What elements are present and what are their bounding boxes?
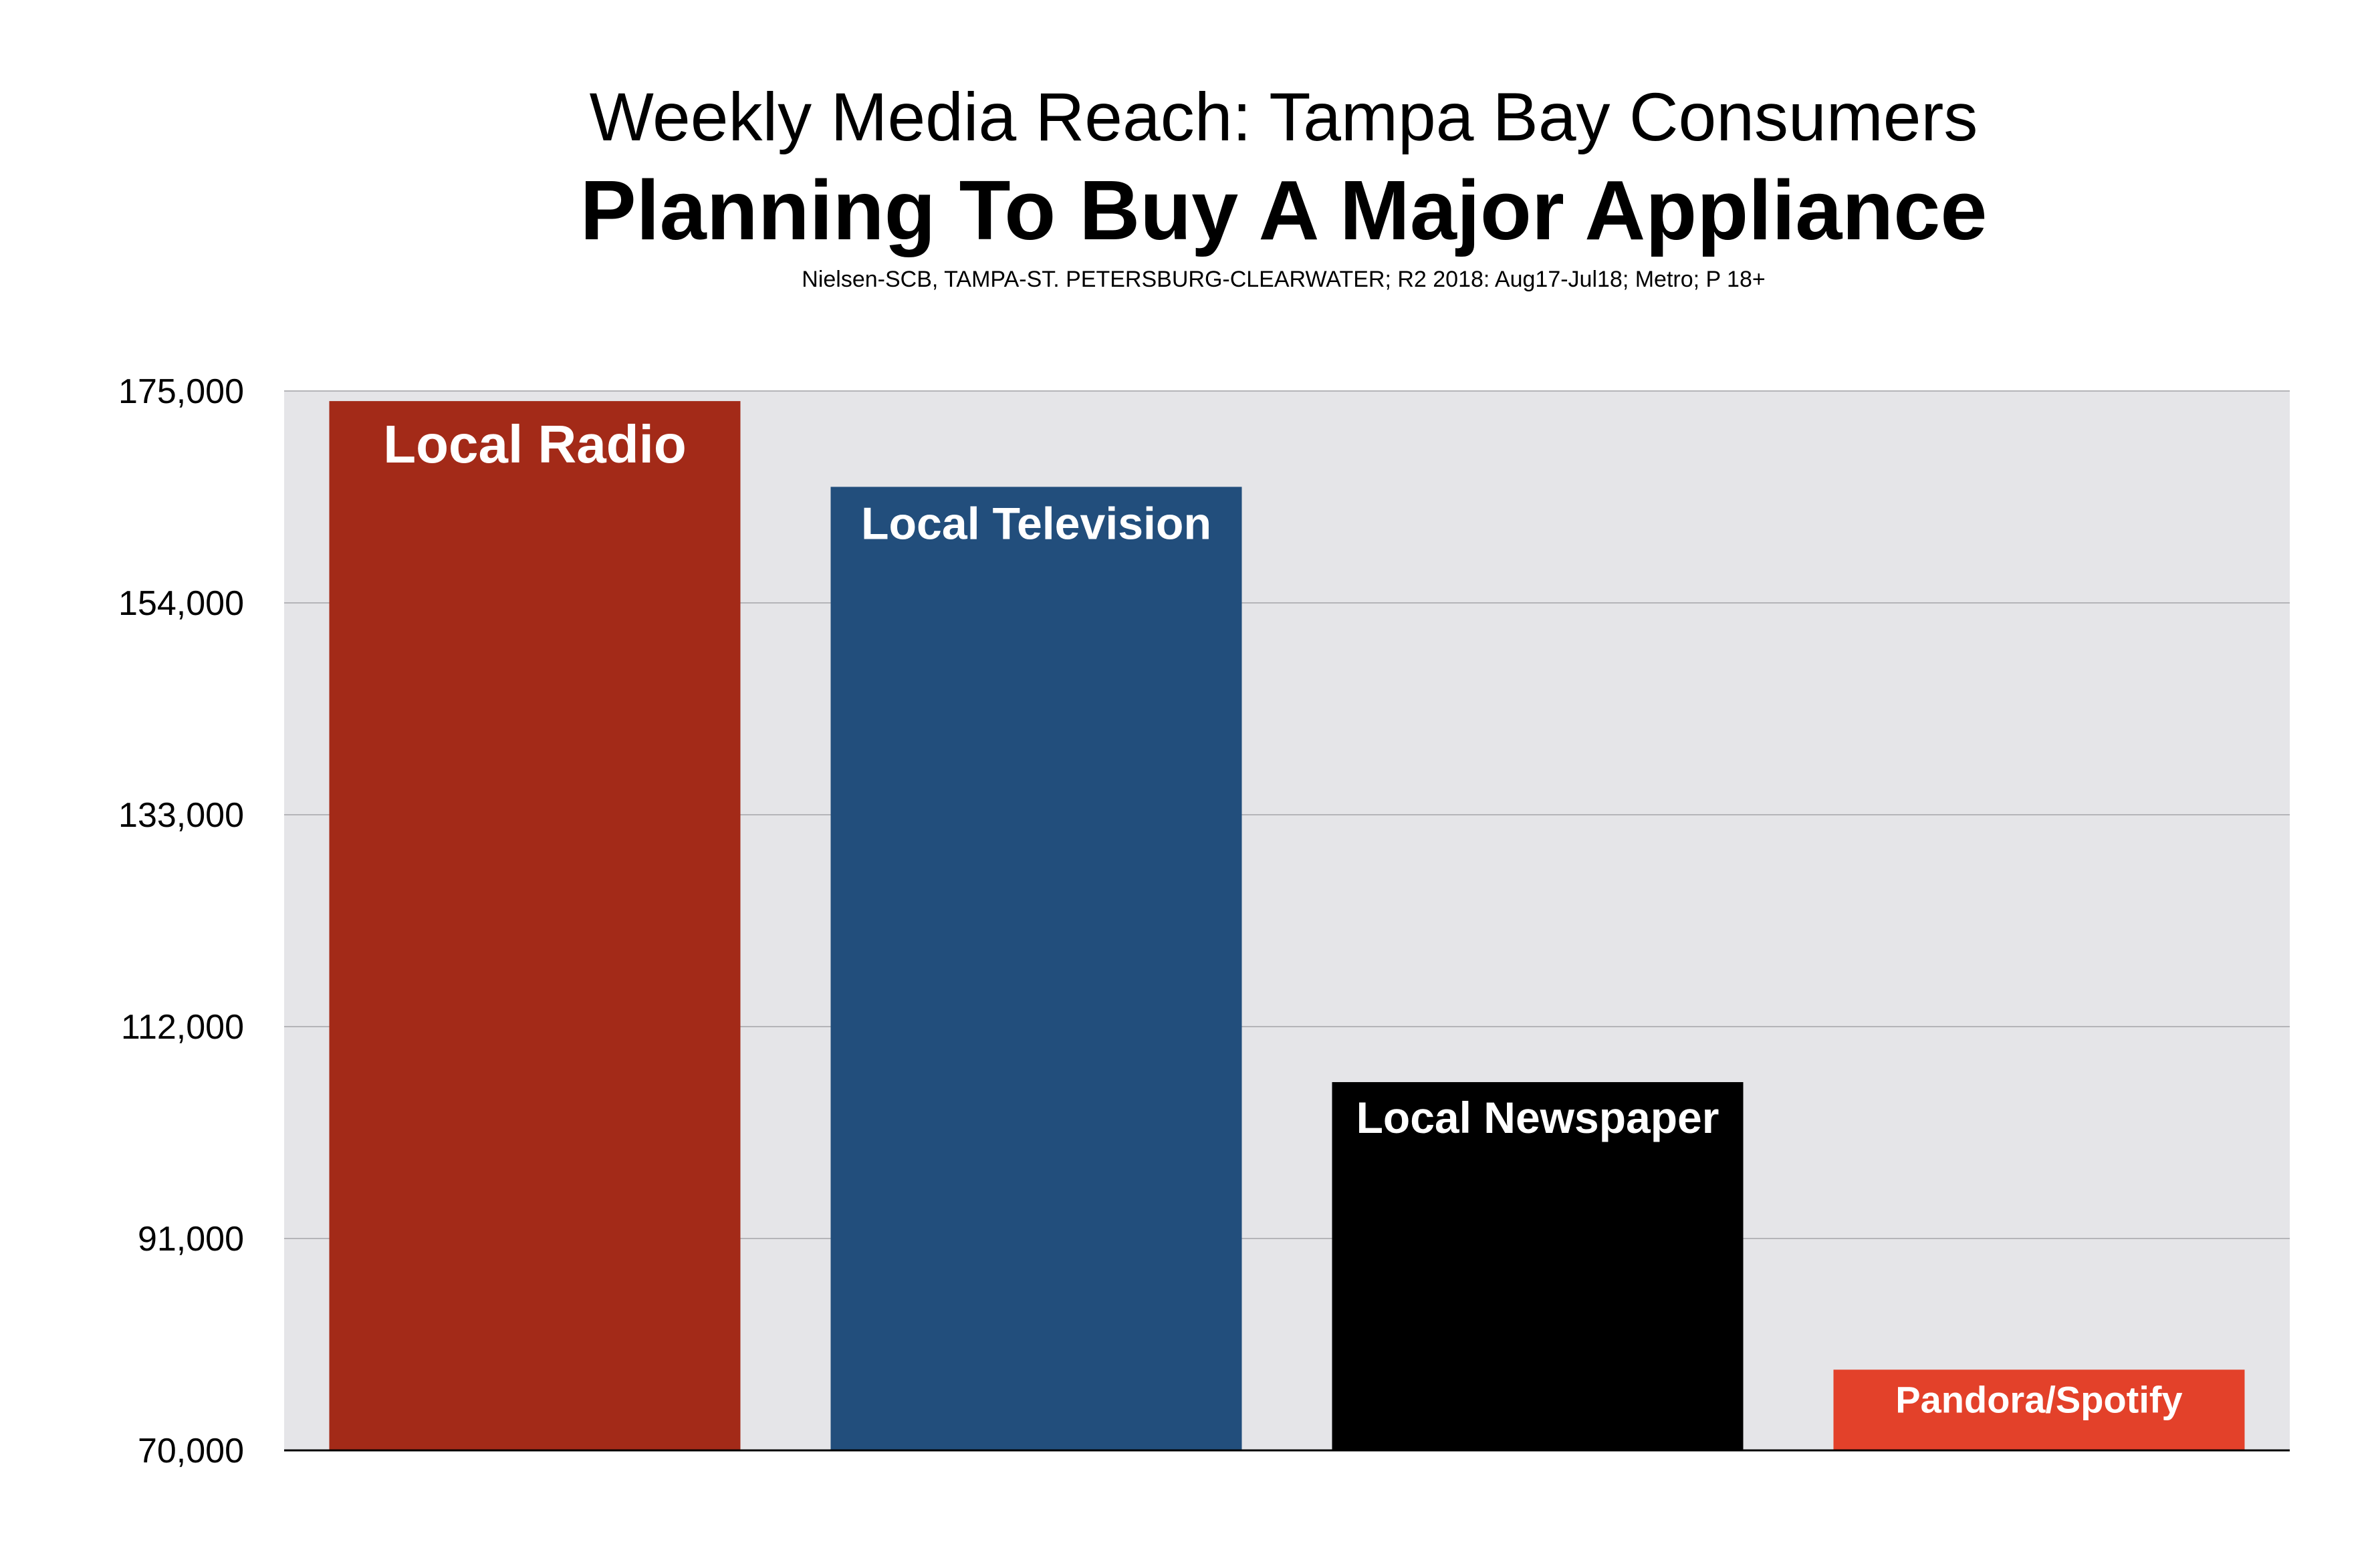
bars [329,401,2245,1450]
bar-label: Local Television [861,499,1211,549]
bar-label: Local Radio [383,414,686,474]
bar-label: Pandora/Spotify [1895,1379,2182,1421]
bar-labels: Local Radio Local Television Local Newspap… [383,414,2182,1421]
y-tick-label: 112,000 [121,1008,244,1047]
y-tick-label: 70,000 [138,1432,244,1470]
bar-local-radio [329,401,741,1450]
chart-source-note: Nielsen-SCB, TAMPA-ST. PETERSBURG-CLEARW… [802,267,1766,292]
y-tick-label: 91,000 [138,1220,244,1259]
chart-title: Weekly Media Reach: Tampa Bay Consumers [589,79,1978,155]
y-tick-label: 133,000 [118,796,244,835]
chart-subtitle: Planning To Buy A Major Appliance [580,163,1988,257]
chart-header: Weekly Media Reach: Tampa Bay Consumers … [0,0,2380,321]
bar-local-newspaper [1332,1082,1744,1450]
y-tick-label: 175,000 [118,372,244,411]
bar-local-television [830,487,1242,1450]
y-axis-ticks: 70,000 91,000 112,000 133,000 154,000 175,000 [118,372,244,1470]
y-tick-label: 154,000 [118,584,244,623]
bar-label: Local Newspaper [1356,1093,1719,1142]
bar-pandora-spotify [1833,1370,2245,1450]
